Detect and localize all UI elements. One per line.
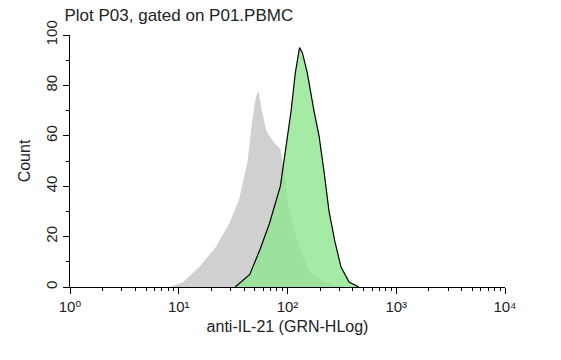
svg-text:10⁴: 10⁴ <box>493 298 516 315</box>
svg-text:anti-IL-21 (GRN-HLog): anti-IL-21 (GRN-HLog) <box>207 318 369 335</box>
svg-text:0: 0 <box>43 281 60 289</box>
svg-text:10⁰: 10⁰ <box>59 298 82 315</box>
svg-text:60: 60 <box>43 125 60 142</box>
svg-text:40: 40 <box>43 176 60 193</box>
svg-text:10²: 10² <box>277 298 299 315</box>
svg-text:10³: 10³ <box>385 298 407 315</box>
svg-text:100: 100 <box>43 20 60 45</box>
svg-text:20: 20 <box>43 226 60 243</box>
svg-text:80: 80 <box>43 75 60 92</box>
svg-text:Count: Count <box>16 139 33 182</box>
svg-text:Plot P03, gated on P01.PBMC: Plot P03, gated on P01.PBMC <box>65 6 294 25</box>
svg-text:10¹: 10¹ <box>168 298 190 315</box>
